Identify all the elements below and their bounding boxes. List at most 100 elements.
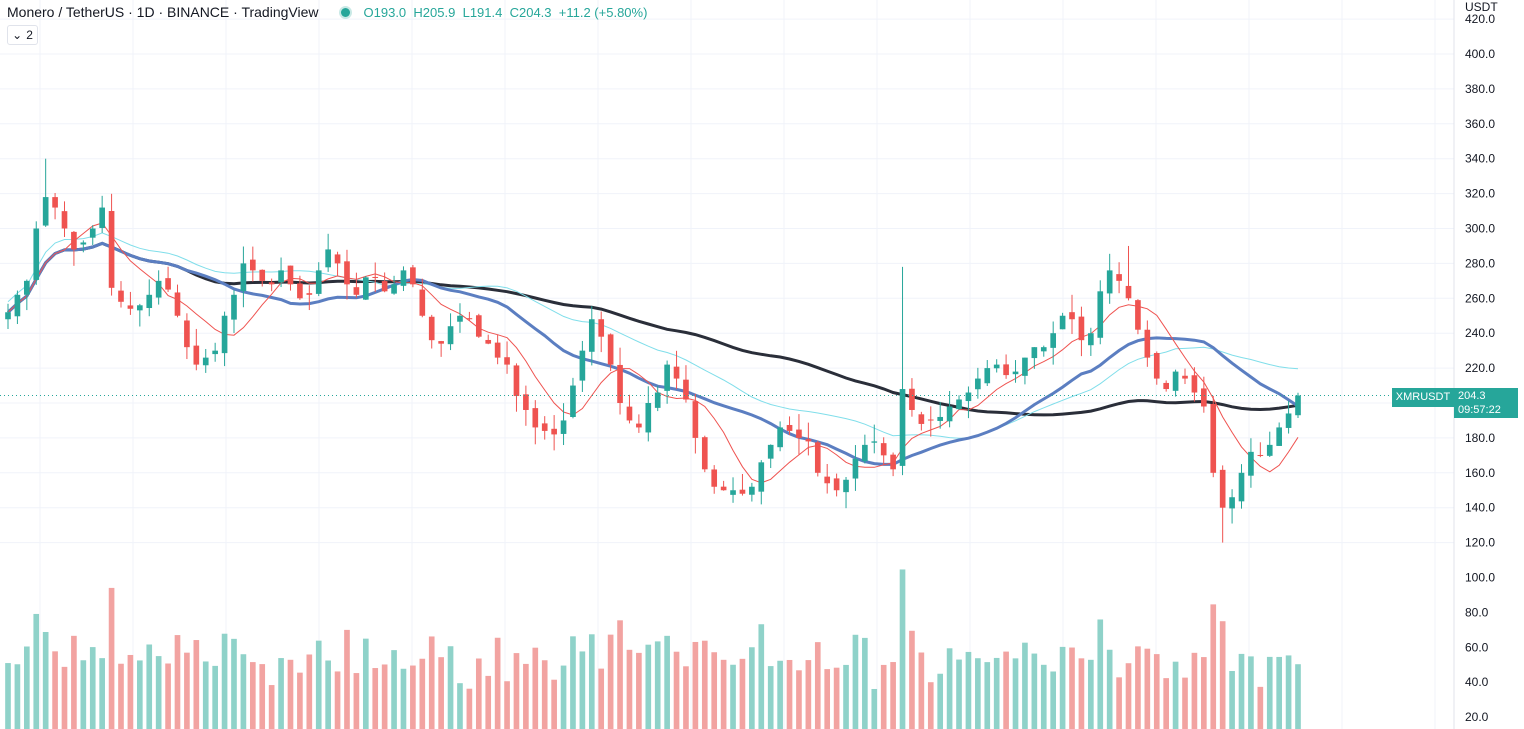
volume-bar <box>880 664 887 729</box>
candle-body <box>240 263 247 292</box>
volume-bar <box>1031 653 1038 729</box>
volume-bar <box>890 662 896 729</box>
candle-body <box>1238 472 1245 502</box>
price-tick-label: 60.0 <box>1465 640 1489 654</box>
candle-body <box>372 276 379 278</box>
volume-bar <box>871 688 878 729</box>
candle-body <box>579 350 586 381</box>
volume-bar <box>268 685 275 729</box>
high-value: 205.9 <box>422 4 456 20</box>
volume-bar <box>259 664 266 729</box>
candle-body <box>428 316 435 341</box>
candle-body <box>353 287 360 295</box>
volume-bar <box>1257 686 1264 729</box>
volume-bar <box>1182 677 1188 729</box>
candle-body <box>1050 333 1057 348</box>
volume-bar <box>805 660 812 729</box>
candle-body <box>1003 364 1009 376</box>
currency-unit[interactable]: USDT <box>1465 0 1498 14</box>
indicators-toggle-button[interactable]: ⌄ 2 <box>7 25 38 45</box>
volume-bar <box>1069 647 1075 729</box>
candle-body <box>1276 427 1282 446</box>
candle-body <box>268 282 275 285</box>
volume-bar <box>457 683 463 729</box>
candle-body <box>202 357 209 366</box>
volume-bar <box>824 669 831 729</box>
candle-body <box>391 284 397 294</box>
volume-bar <box>777 660 783 729</box>
candle-body <box>99 207 105 228</box>
candle-body <box>504 357 510 365</box>
volume-bar <box>1266 656 1273 729</box>
volume-bar <box>852 634 859 729</box>
volume-bar <box>956 659 962 729</box>
volume-bar <box>1191 652 1198 729</box>
volume-bar <box>33 613 40 729</box>
volume-bar <box>1201 657 1207 729</box>
candle-body <box>560 420 567 434</box>
volume-bar <box>654 641 661 729</box>
volume-bar <box>315 640 322 729</box>
volume-bar <box>975 658 981 729</box>
candle-body <box>965 392 972 402</box>
candle-body <box>683 379 689 400</box>
candle-body <box>749 486 755 495</box>
candle-body <box>80 242 87 245</box>
candle-body <box>1078 316 1085 341</box>
candle-body <box>1182 375 1188 379</box>
candle-body <box>843 479 849 493</box>
candle-body <box>927 419 934 421</box>
candle-body <box>221 315 228 354</box>
volume-bar <box>24 646 30 729</box>
volume-bar <box>334 671 341 729</box>
volume-bar <box>598 668 605 729</box>
price-tick-label: 160.0 <box>1465 466 1495 480</box>
volume-bar <box>475 658 482 729</box>
candle-body <box>447 326 454 345</box>
volume-bar <box>1219 621 1226 729</box>
candle-body <box>1031 347 1038 359</box>
candle-body <box>767 444 774 459</box>
candle-body <box>880 443 887 456</box>
candle-body <box>174 292 181 316</box>
volume-bar <box>174 635 181 729</box>
candle-body <box>1295 395 1301 416</box>
candle-body <box>457 315 463 322</box>
candle-body <box>485 339 492 344</box>
volume-bar <box>1285 655 1292 729</box>
candle-body <box>805 439 812 442</box>
price-tick-label: 280.0 <box>1465 256 1495 270</box>
candle-body <box>155 280 162 298</box>
volume-bar <box>344 629 350 729</box>
slow-moving-average-line <box>6 241 1299 417</box>
candle-body <box>890 454 896 470</box>
candle-body <box>61 211 68 229</box>
volume-bar <box>617 620 623 729</box>
volume-bar <box>692 641 699 729</box>
candle-body <box>937 416 944 421</box>
candle-body <box>410 267 416 285</box>
volume-bar <box>1153 654 1160 729</box>
volume-bar <box>287 659 294 729</box>
candle-body <box>118 290 124 302</box>
volume-bar <box>193 640 200 729</box>
candle-body <box>645 403 652 433</box>
symbol-title[interactable]: Monero / TetherUS · 1D · BINANCE · Tradi… <box>7 4 319 20</box>
volume-bar <box>673 651 680 729</box>
close-value: 204.3 <box>518 4 552 20</box>
volume-bar <box>579 651 586 729</box>
candle-body <box>852 458 859 479</box>
indicator-count: 2 <box>26 28 33 42</box>
candle-body <box>344 261 350 285</box>
volume-bar <box>814 642 821 729</box>
candle-body <box>636 423 642 428</box>
mid-moving-average-line <box>6 241 1299 466</box>
bar-countdown: 09:57:22 <box>1458 404 1501 416</box>
volume-bar <box>786 659 793 729</box>
volume-bar <box>184 652 190 729</box>
volume-bar <box>1135 646 1141 729</box>
candle-body <box>1088 333 1094 346</box>
volume-bar <box>419 658 426 729</box>
price-tick-label: 380.0 <box>1465 82 1495 96</box>
